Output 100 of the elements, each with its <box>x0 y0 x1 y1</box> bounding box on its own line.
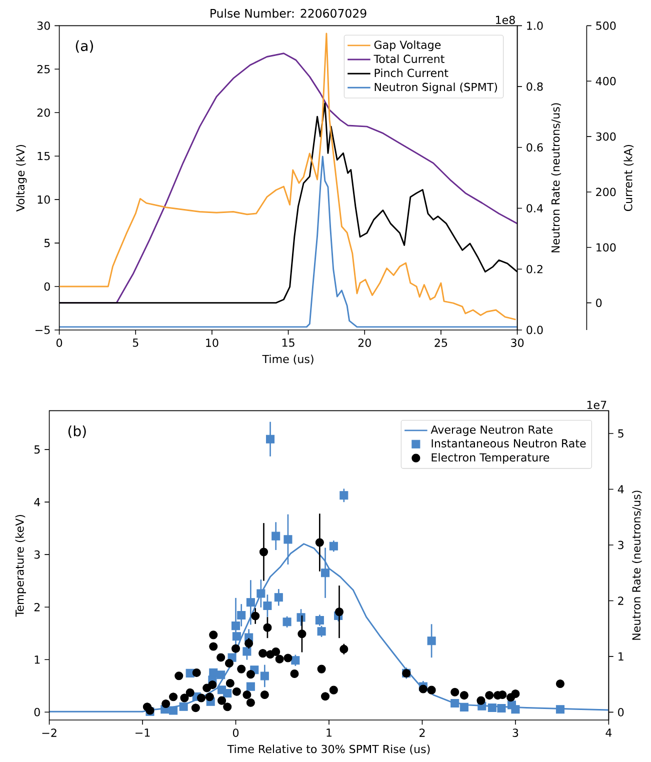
point <box>460 702 468 712</box>
y-tick-label: 5 <box>34 445 40 454</box>
x-tick-label: −1 <box>136 728 150 737</box>
y2-tick-label: 0.0 <box>526 326 543 334</box>
point <box>317 664 326 674</box>
legend-label: Average Neutron Rate <box>430 426 552 436</box>
point <box>224 659 234 668</box>
y2-tick-label: 0.8 <box>526 82 543 91</box>
point <box>260 672 269 680</box>
point <box>251 612 260 620</box>
point <box>231 622 240 630</box>
y3-tick-label: 300 <box>596 132 616 141</box>
point <box>298 630 306 638</box>
point <box>427 686 436 694</box>
x-axis-title: Time Relative to 30% SPMT Rise (us) <box>227 744 430 755</box>
point <box>485 691 494 700</box>
point <box>162 699 170 708</box>
point <box>427 636 436 646</box>
point <box>476 696 486 705</box>
point <box>296 613 306 622</box>
point <box>511 705 520 714</box>
point <box>340 491 348 500</box>
text: 1e8 <box>496 16 515 24</box>
point <box>209 642 218 651</box>
point <box>174 672 184 680</box>
point <box>263 601 272 610</box>
y-tick-label: 10 <box>38 195 50 204</box>
point <box>272 532 280 540</box>
x-tick-label: 2 <box>420 728 425 737</box>
point <box>284 654 292 662</box>
x-axis-title: Time (us) <box>262 354 314 364</box>
y-tick-label: 1 <box>34 656 40 664</box>
y2-tick-label: 0 <box>618 708 624 716</box>
point <box>191 704 200 712</box>
point <box>179 702 188 711</box>
point <box>260 690 269 700</box>
point <box>329 686 338 694</box>
point <box>282 618 292 626</box>
point <box>275 654 284 664</box>
point <box>226 678 234 688</box>
legend-label: Pinch Current <box>374 68 448 78</box>
legend-label: Instantaneous Neutron Rate <box>432 439 586 448</box>
y3-tick-label: 500 <box>596 22 616 30</box>
point <box>232 632 241 641</box>
point <box>246 698 255 707</box>
y-tick-label: 0 <box>34 708 40 716</box>
x-tick-label: 1 <box>326 728 332 737</box>
point <box>216 670 226 680</box>
y-tick-label: 3 <box>34 550 40 559</box>
y2-axis-title: Neutron Rate (neutrons/us) <box>551 103 562 252</box>
point <box>169 692 178 702</box>
y3-tick-label: 100 <box>596 243 616 252</box>
point <box>246 598 255 607</box>
y2-tick-label: 3 <box>618 540 624 550</box>
y-tick-label: 5 <box>44 238 50 248</box>
y-tick-label: 15 <box>38 152 50 160</box>
point <box>242 690 252 700</box>
y2-tick-label: 1.0 <box>527 21 543 30</box>
point <box>418 684 428 694</box>
point <box>460 691 468 700</box>
point <box>223 688 232 698</box>
y-tick-label: 4 <box>34 498 40 506</box>
point <box>237 664 246 674</box>
point <box>169 706 178 715</box>
y-axis-title: Temperature (keV) <box>15 514 26 617</box>
y3-axis-title: Current (kA) <box>624 144 634 212</box>
point <box>488 703 496 712</box>
y-axis-title: Voltage (kV) <box>16 144 27 212</box>
point <box>320 692 330 701</box>
point <box>556 705 564 714</box>
x-tick-label: 25 <box>434 338 448 347</box>
point <box>497 704 506 713</box>
y2-tick-label: 4 <box>618 485 624 494</box>
point <box>450 688 460 696</box>
point <box>291 656 300 665</box>
point <box>244 639 254 648</box>
point <box>274 593 283 602</box>
point <box>272 647 280 656</box>
point <box>340 644 348 654</box>
point <box>180 694 189 702</box>
point <box>209 630 218 640</box>
point <box>232 687 241 696</box>
y2-tick-label: 0.4 <box>526 204 543 212</box>
legend-label: Electron Temperature <box>432 453 550 464</box>
point <box>290 670 299 678</box>
point <box>511 689 520 698</box>
y3-tick-label: 200 <box>596 188 616 196</box>
point <box>186 688 194 697</box>
x-tick-label: 0 <box>56 338 62 347</box>
y2-tick-label: 0.2 <box>526 264 542 274</box>
chart-title: Pulse Number: 220607029 <box>210 8 366 18</box>
x-tick-label: 0 <box>232 728 239 737</box>
y2-tick-label: 0.6 <box>526 143 543 152</box>
x-tick-label: −2 <box>42 728 56 737</box>
y2-tick-label: 1 <box>618 652 624 660</box>
x-tick-label: 20 <box>358 338 371 347</box>
legend-label: Gap Voltage <box>374 40 441 52</box>
y-tick-label: 0 <box>44 282 50 291</box>
point <box>246 682 255 691</box>
y3-tick-label: 0 <box>596 298 602 308</box>
